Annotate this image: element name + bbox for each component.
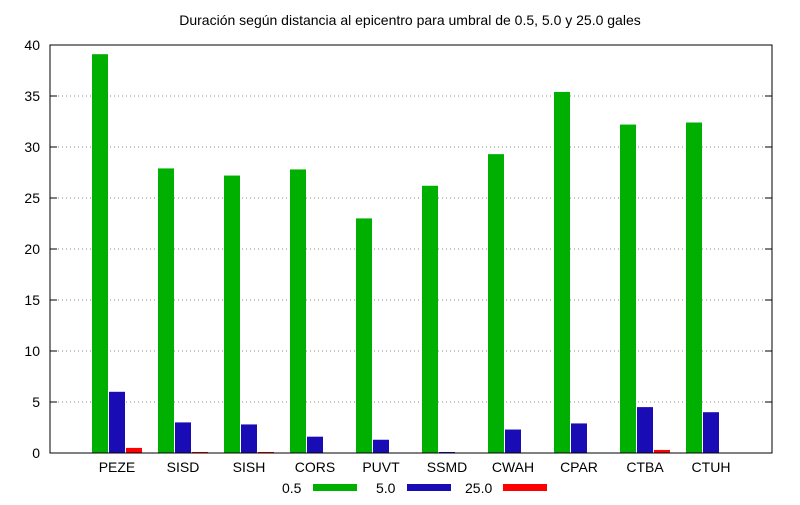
x-tick-label: PEZE <box>99 459 136 475</box>
x-tick-label: CWAH <box>492 459 534 475</box>
bar-5.0-CORS <box>307 436 323 453</box>
axes-layer: 0 5 10 15 20 25 30 35 40 PEZE SISD SISH CORS PUVT SSMD… <box>24 37 773 475</box>
bar-0.5-CPAR <box>554 91 570 454</box>
bar-5.0-CWAH <box>505 429 521 453</box>
chart-title: Duración según distancia al epicentro pa… <box>179 12 641 28</box>
legend-label: 0.5 <box>282 480 302 496</box>
legend-swatch <box>313 484 357 491</box>
x-tick-label: SISH <box>233 459 266 475</box>
y-tick-label: 25 <box>24 190 40 206</box>
y-tick-label: 15 <box>24 292 40 308</box>
bar-5.0-SSMD <box>439 451 455 453</box>
bar-5.0-PUVT <box>373 439 389 453</box>
bar-0.5-CWAH <box>488 154 504 453</box>
x-tick-label: SSMD <box>427 459 467 475</box>
y-tick-label: 30 <box>24 139 40 155</box>
bar-0.5-SISH <box>224 175 240 453</box>
plot-border <box>49 44 773 454</box>
bar-5.0-CTBA <box>637 407 653 453</box>
y-tick-label: 40 <box>24 37 40 53</box>
legend: 0.5 5.0 25.0 <box>282 480 547 496</box>
bar-0.5-CTBA <box>620 124 636 453</box>
x-tick-label: CPAR <box>560 459 598 475</box>
bar-5.0-SISH <box>241 424 257 453</box>
y-tick-label: 5 <box>32 394 40 410</box>
bar-25.0-SISH <box>258 451 274 453</box>
y-tick-label: 0 <box>32 445 40 461</box>
bar-0.5-PEZE <box>92 54 108 454</box>
legend-label: 25.0 <box>465 480 492 496</box>
bar-0.5-SISD <box>158 168 174 454</box>
bar-0.5-PUVT <box>356 218 372 453</box>
y-tick-label: 35 <box>24 88 40 104</box>
bar-0.5-CORS <box>290 169 306 453</box>
bar-5.0-SISD <box>175 422 191 453</box>
legend-swatch <box>407 484 451 491</box>
bar-25.0-PEZE <box>126 447 142 453</box>
x-tick-label: PUVT <box>362 459 400 475</box>
x-tick-label: CORS <box>295 459 335 475</box>
bar-5.0-PEZE <box>109 391 125 453</box>
x-tick-label: CTUH <box>692 459 731 475</box>
legend-label: 5.0 <box>376 480 396 496</box>
bars-layer <box>92 54 719 454</box>
bar-25.0-SISD <box>192 451 208 453</box>
y-tick-label: 10 <box>24 343 40 359</box>
x-tick-label: CTBA <box>626 459 664 475</box>
bar-5.0-CPAR <box>571 423 587 453</box>
bar-5.0-CTUH <box>703 412 719 453</box>
y-tick-label: 20 <box>24 241 40 257</box>
bar-0.5-SSMD <box>422 185 438 453</box>
legend-swatch <box>503 484 547 491</box>
bar-25.0-CTBA <box>654 449 670 453</box>
bar-0.5-CTUH <box>686 122 702 454</box>
x-tick-label: SISD <box>167 459 200 475</box>
